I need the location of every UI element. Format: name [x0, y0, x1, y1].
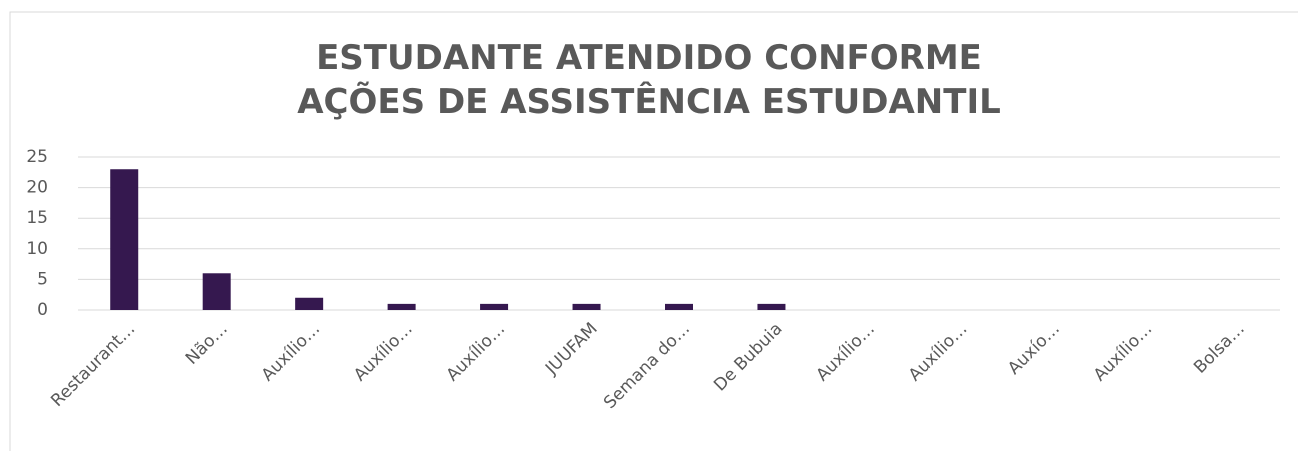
x-tick-label: Auxílio…	[905, 319, 972, 386]
bar	[572, 303, 601, 310]
y-tick-label: 0	[37, 300, 48, 320]
y-tick-label: 10	[26, 239, 48, 259]
x-tick-label: Auxílio…	[443, 319, 510, 386]
bar	[110, 169, 139, 310]
bar	[202, 273, 231, 310]
bar	[387, 303, 416, 310]
chart-title: ESTUDANTE ATENDIDO CONFORME AÇÕES DE ASS…	[297, 38, 1001, 122]
x-tick-label: Auxílio…	[812, 319, 879, 386]
bar	[757, 303, 786, 310]
x-tick-label: Semana do…	[600, 319, 694, 413]
x-tick-label: Restaurant…	[47, 319, 139, 411]
bar	[665, 303, 693, 310]
y-tick-label: 25	[26, 147, 48, 167]
bar	[480, 303, 509, 310]
x-tick-label: De Bubuia	[710, 319, 786, 395]
y-tick-label: 15	[26, 208, 48, 228]
bar	[295, 297, 324, 310]
y-tick-label: 5	[37, 269, 48, 289]
x-tick-label: Auxío…	[1004, 319, 1064, 379]
x-tick-label: JUUFAM	[541, 319, 601, 379]
x-tick-label: Auxílio…	[350, 319, 417, 386]
chart-frame	[9, 11, 1298, 451]
y-tick-label: 20	[26, 178, 48, 198]
x-tick-label: Auxílio…	[258, 319, 325, 386]
x-tick-label: Não…	[182, 319, 232, 369]
x-tick-label: Bolsa…	[1190, 319, 1249, 378]
x-tick-label: Auxílio…	[1090, 319, 1157, 386]
